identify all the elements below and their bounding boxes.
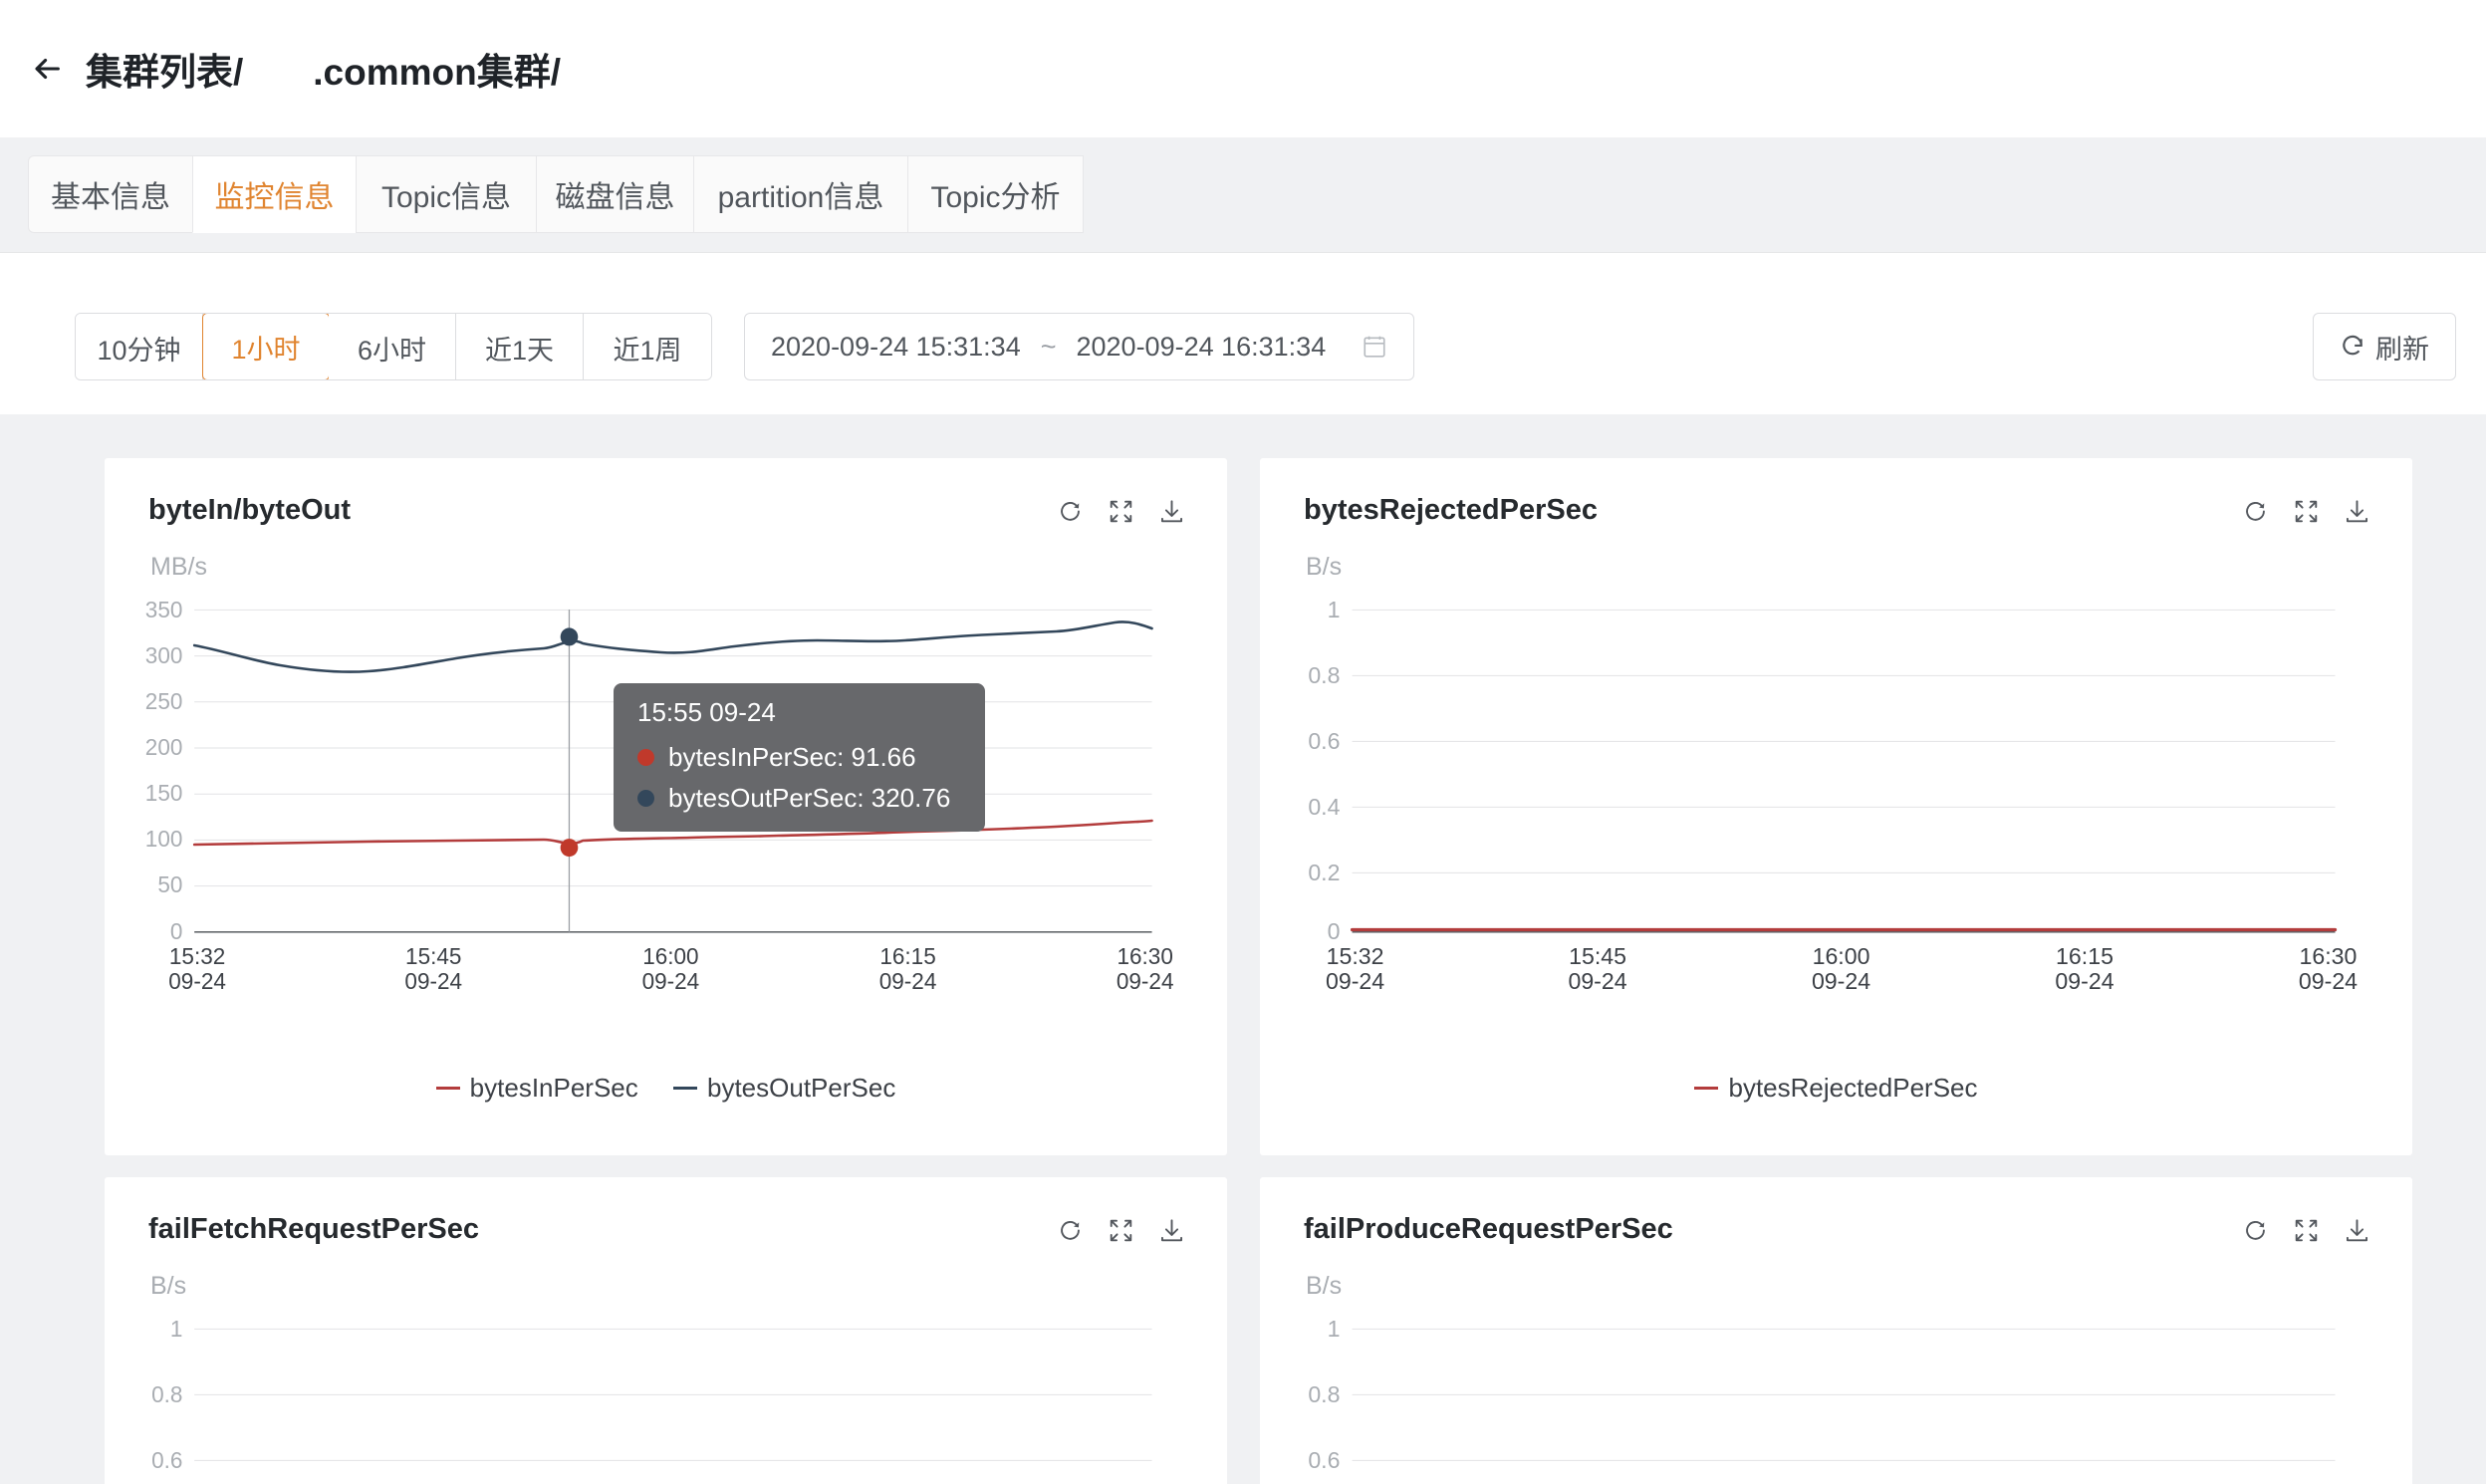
svg-text:0.6: 0.6 [1308,1447,1340,1473]
svg-text:09‑24: 09‑24 [168,968,226,994]
svg-text:16:00: 16:00 [642,943,698,969]
svg-text:250: 250 [145,688,183,714]
svg-text:09‑24: 09‑24 [404,968,462,994]
svg-text:09‑24: 09‑24 [1326,968,1384,994]
svg-text:100: 100 [145,826,183,852]
svg-text:15:45: 15:45 [405,943,461,969]
svg-text:0.6: 0.6 [1308,728,1340,754]
svg-text:09‑24: 09‑24 [879,968,937,994]
svg-text:09‑24: 09‑24 [1812,968,1870,994]
svg-text:1: 1 [1328,1316,1341,1342]
svg-text:09‑24: 09‑24 [2055,968,2113,994]
svg-text:09‑24: 09‑24 [1568,968,1626,994]
svg-text:50: 50 [157,871,182,897]
svg-text:300: 300 [145,642,183,668]
svg-text:16:15: 16:15 [879,943,935,969]
svg-text:15:32: 15:32 [1327,943,1384,969]
svg-text:0.8: 0.8 [1308,662,1340,688]
svg-text:16:00: 16:00 [1813,943,1870,969]
svg-text:0.8: 0.8 [151,1381,182,1407]
svg-text:0.2: 0.2 [1308,860,1340,885]
svg-text:350: 350 [145,597,183,622]
svg-text:15:32: 15:32 [169,943,225,969]
svg-text:16:30: 16:30 [1117,943,1172,969]
svg-text:0.6: 0.6 [151,1447,182,1473]
svg-text:200: 200 [145,734,183,760]
svg-text:16:30: 16:30 [2300,943,2358,969]
svg-text:0: 0 [170,918,183,944]
svg-text:0: 0 [1328,918,1341,944]
svg-text:09‑24: 09‑24 [1117,968,1174,994]
svg-text:09‑24: 09‑24 [642,968,700,994]
svg-text:15:45: 15:45 [1569,943,1626,969]
svg-text:1: 1 [170,1316,183,1342]
svg-text:09‑24: 09‑24 [2299,968,2358,994]
svg-text:0.4: 0.4 [1308,794,1340,820]
svg-text:1: 1 [1328,597,1341,622]
svg-text:16:15: 16:15 [2056,943,2113,969]
svg-text:0.8: 0.8 [1308,1381,1340,1407]
svg-text:150: 150 [145,780,183,806]
